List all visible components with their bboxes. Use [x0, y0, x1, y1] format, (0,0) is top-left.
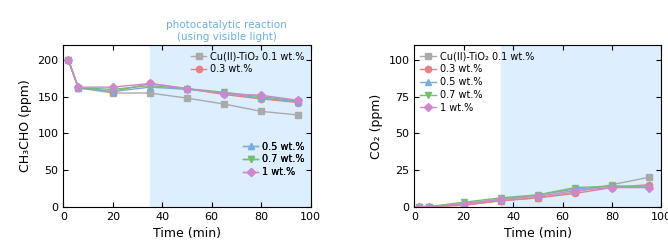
- 0.3 wt.%: [608, 186, 616, 189]
- 0.7 wt.%: [571, 186, 579, 189]
- 0.7 wt.%: [74, 86, 82, 89]
- 0.7 wt.%: [497, 196, 505, 199]
- Cu(II)-TiO₂ 0.1 wt.%: [64, 58, 72, 61]
- Cu(II)-TiO₂ 0.1 wt.%: [257, 110, 265, 113]
- 0.5 wt.%: [220, 91, 228, 94]
- 0.5 wt.%: [645, 185, 653, 188]
- Line: 0.5 wt.%: 0.5 wt.%: [65, 57, 301, 105]
- 0.5 wt.%: [415, 205, 424, 208]
- Line: 0.7 wt.%: 0.7 wt.%: [65, 57, 301, 104]
- 0.7 wt.%: [415, 205, 424, 208]
- 1 wt.%: [74, 86, 82, 89]
- Cu(II)-TiO₂ 0.1 wt.%: [183, 97, 191, 100]
- 0.7 wt.%: [257, 95, 265, 98]
- Line: 0.5 wt.%: 0.5 wt.%: [416, 183, 652, 210]
- Cu(II)-TiO₂ 0.1 wt.%: [74, 86, 82, 89]
- 0.5 wt.%: [497, 198, 505, 201]
- 1 wt.%: [608, 186, 616, 189]
- 0.5 wt.%: [257, 97, 265, 100]
- 1 wt.%: [220, 92, 228, 95]
- Line: Cu(II)-TiO₂ 0.1 wt.%: Cu(II)-TiO₂ 0.1 wt.%: [65, 57, 301, 118]
- 0.7 wt.%: [146, 84, 154, 87]
- 0.3 wt.%: [460, 204, 468, 207]
- Line: 1 wt.%: 1 wt.%: [65, 57, 301, 104]
- Cu(II)-TiO₂ 0.1 wt.%: [608, 183, 616, 186]
- 0.3 wt.%: [294, 101, 302, 104]
- 0.5 wt.%: [608, 185, 616, 188]
- 0.5 wt.%: [460, 202, 468, 205]
- Cu(II)-TiO₂ 0.1 wt.%: [109, 91, 117, 94]
- 1 wt.%: [146, 82, 154, 85]
- 0.7 wt.%: [294, 100, 302, 103]
- 0.5 wt.%: [146, 86, 154, 89]
- Cu(II)-TiO₂ 0.1 wt.%: [415, 205, 424, 208]
- 1 wt.%: [294, 99, 302, 102]
- Bar: [150, 45, 323, 207]
- Line: 0.3 wt.%: 0.3 wt.%: [65, 57, 301, 106]
- 1 wt.%: [460, 202, 468, 205]
- Line: 0.7 wt.%: 0.7 wt.%: [416, 183, 652, 210]
- Line: 0.3 wt.%: 0.3 wt.%: [416, 181, 652, 210]
- Cu(II)-TiO₂ 0.1 wt.%: [220, 103, 228, 106]
- 0.7 wt.%: [608, 185, 616, 188]
- 0.3 wt.%: [257, 97, 265, 100]
- Text: photocatalytic reaction
(using visible light): photocatalytic reaction (using visible l…: [166, 20, 287, 42]
- Cu(II)-TiO₂ 0.1 wt.%: [146, 91, 154, 94]
- 0.7 wt.%: [534, 193, 542, 196]
- 0.3 wt.%: [425, 205, 433, 208]
- 0.3 wt.%: [534, 196, 542, 199]
- 1 wt.%: [534, 195, 542, 198]
- 0.3 wt.%: [571, 192, 579, 195]
- 0.5 wt.%: [183, 88, 191, 91]
- Legend: 0.5 wt.%, 0.7 wt.%, 1 wt.%: 0.5 wt.%, 0.7 wt.%, 1 wt.%: [242, 141, 306, 178]
- Cu(II)-TiO₂ 0.1 wt.%: [460, 204, 468, 207]
- 0.3 wt.%: [146, 82, 154, 85]
- 1 wt.%: [64, 58, 72, 61]
- 0.5 wt.%: [74, 86, 82, 89]
- Cu(II)-TiO₂ 0.1 wt.%: [534, 196, 542, 199]
- 0.7 wt.%: [425, 205, 433, 208]
- 0.3 wt.%: [183, 87, 191, 90]
- Line: Cu(II)-TiO₂ 0.1 wt.%: Cu(II)-TiO₂ 0.1 wt.%: [416, 174, 652, 210]
- 1 wt.%: [645, 186, 653, 189]
- 0.7 wt.%: [64, 58, 72, 61]
- X-axis label: Time (min): Time (min): [153, 227, 221, 240]
- Cu(II)-TiO₂ 0.1 wt.%: [425, 205, 433, 208]
- 1 wt.%: [425, 205, 433, 208]
- 0.3 wt.%: [64, 58, 72, 61]
- 1 wt.%: [109, 86, 117, 89]
- 0.5 wt.%: [571, 187, 579, 191]
- 0.5 wt.%: [425, 205, 433, 208]
- 0.5 wt.%: [109, 90, 117, 93]
- 0.3 wt.%: [645, 183, 653, 186]
- 0.3 wt.%: [74, 86, 82, 89]
- 0.7 wt.%: [460, 201, 468, 204]
- Bar: [501, 45, 668, 207]
- 0.7 wt.%: [645, 186, 653, 189]
- X-axis label: Time (min): Time (min): [504, 227, 572, 240]
- 1 wt.%: [571, 189, 579, 192]
- Cu(II)-TiO₂ 0.1 wt.%: [571, 191, 579, 194]
- Cu(II)-TiO₂ 0.1 wt.%: [497, 199, 505, 202]
- 0.7 wt.%: [109, 88, 117, 91]
- Legend: Cu(II)-TiO₂ 0.1 wt.%, 0.3 wt.%, 0.5 wt.%, 0.7 wt.%, 1 wt.%: Cu(II)-TiO₂ 0.1 wt.%, 0.3 wt.%, 0.5 wt.%…: [419, 50, 535, 114]
- 0.7 wt.%: [183, 87, 191, 90]
- 1 wt.%: [497, 198, 505, 201]
- 0.3 wt.%: [109, 90, 117, 93]
- Cu(II)-TiO₂ 0.1 wt.%: [645, 176, 653, 179]
- Cu(II)-TiO₂ 0.1 wt.%: [294, 113, 302, 116]
- 1 wt.%: [183, 87, 191, 90]
- 1 wt.%: [415, 205, 424, 208]
- 1 wt.%: [257, 94, 265, 97]
- Y-axis label: CO₂ (ppm): CO₂ (ppm): [370, 93, 383, 159]
- 0.5 wt.%: [294, 100, 302, 103]
- Line: 1 wt.%: 1 wt.%: [416, 184, 652, 210]
- 0.5 wt.%: [534, 193, 542, 196]
- 0.3 wt.%: [220, 93, 228, 96]
- Y-axis label: CH₃CHO (ppm): CH₃CHO (ppm): [19, 80, 32, 172]
- 0.5 wt.%: [64, 58, 72, 61]
- 0.7 wt.%: [220, 91, 228, 94]
- 0.3 wt.%: [415, 205, 424, 208]
- 0.3 wt.%: [497, 199, 505, 202]
